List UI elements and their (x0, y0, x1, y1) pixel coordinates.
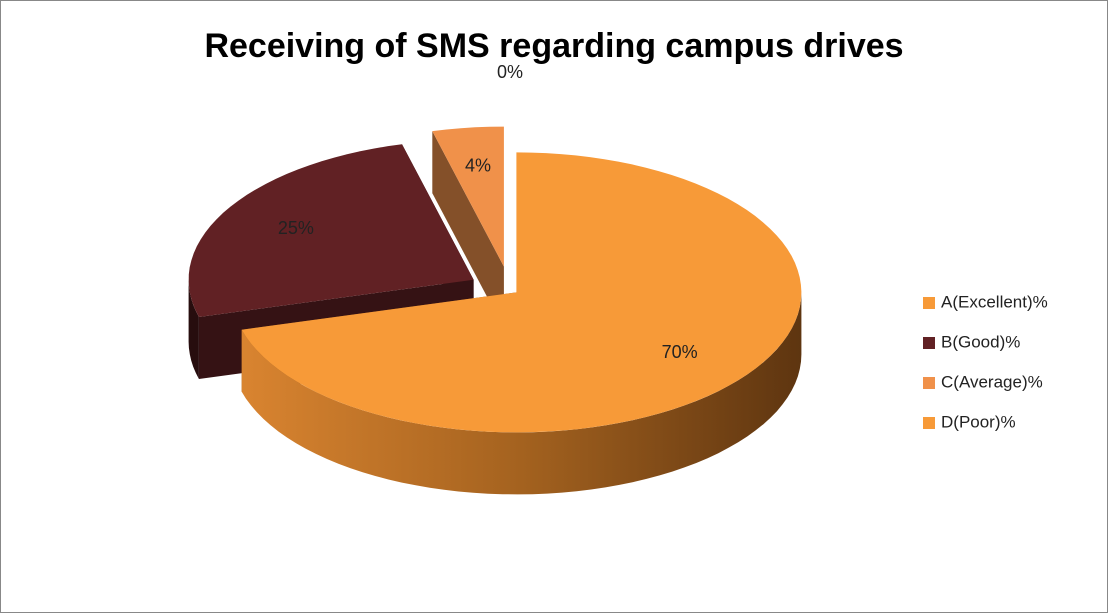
data-label: 70% (662, 342, 698, 362)
slice-wall (241, 292, 802, 495)
data-label: 25% (278, 218, 314, 238)
slice (432, 126, 504, 329)
slice-top (188, 144, 474, 317)
data-label: 0% (497, 62, 523, 82)
slice (241, 152, 802, 495)
chart-title: Receiving of SMS regarding campus drives (204, 27, 903, 65)
legend-swatch (923, 417, 935, 429)
legend-swatch (923, 377, 935, 389)
pie (188, 126, 802, 495)
slice-top (432, 126, 504, 267)
legend-label: C(Average)% (941, 372, 1043, 391)
slice-side (432, 131, 504, 329)
legend-label: D(Poor)% (941, 412, 1016, 431)
legend-swatch (923, 337, 935, 349)
legend-label: A(Excellent)% (941, 292, 1048, 311)
legend-swatch (923, 297, 935, 309)
data-label: 4% (465, 155, 491, 175)
slice-top (241, 152, 802, 433)
legend-label: B(Good)% (941, 332, 1020, 351)
slice-wall (188, 279, 199, 379)
